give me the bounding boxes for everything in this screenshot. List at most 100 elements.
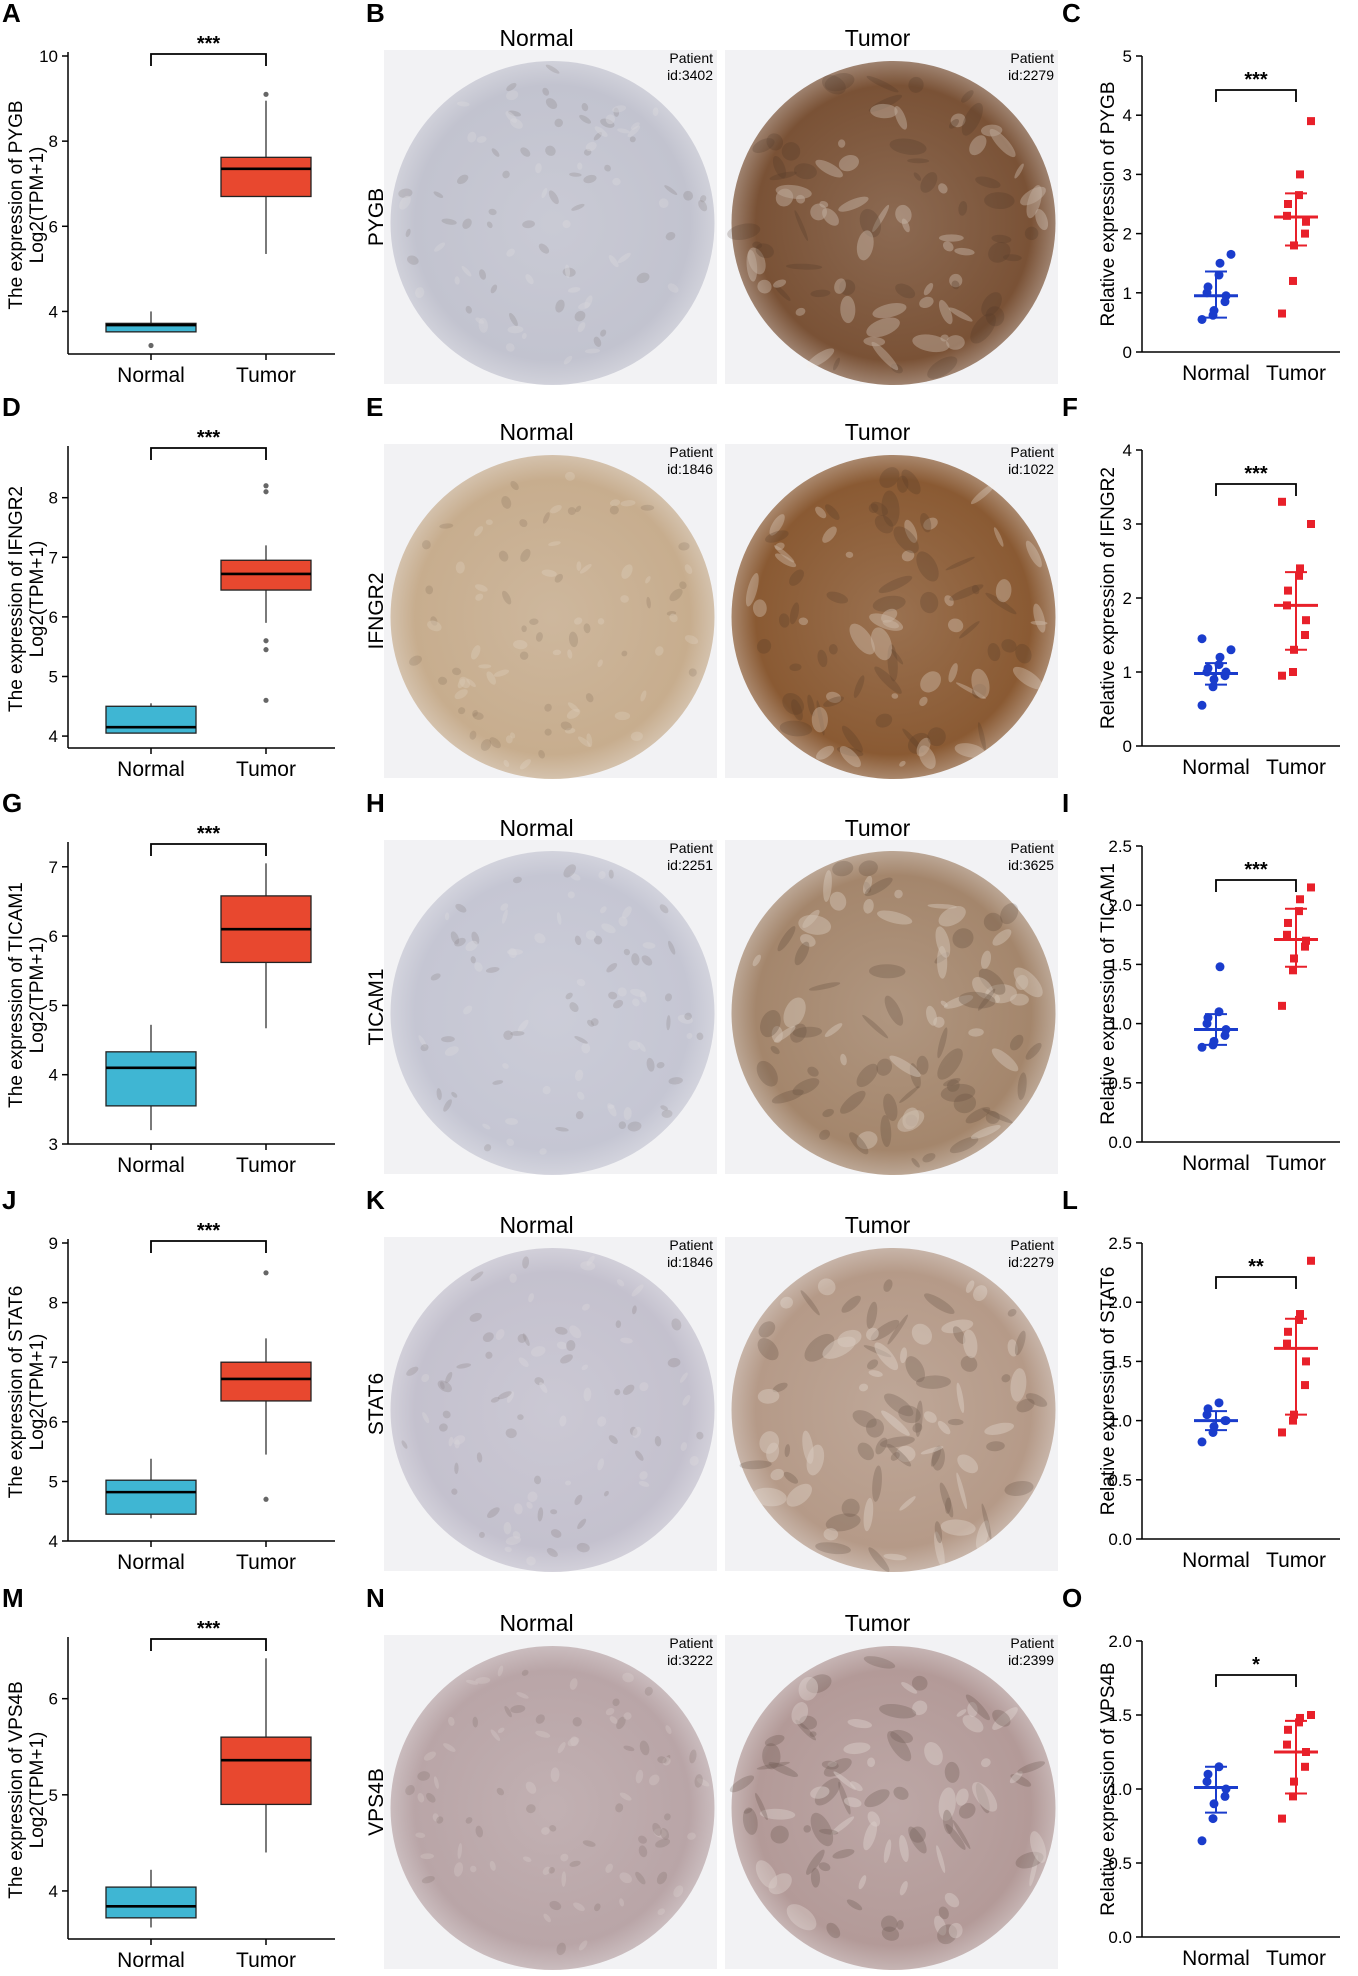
texture-blob	[980, 950, 992, 970]
texture-blob	[584, 295, 593, 309]
texture-blob	[506, 248, 515, 257]
texture-blob	[899, 1086, 920, 1104]
texture-blob	[955, 682, 986, 699]
texture-blob	[815, 506, 827, 519]
texture-blob	[920, 591, 939, 614]
texture-blob	[948, 118, 960, 129]
texture-blob	[550, 1529, 562, 1538]
texture-blob	[1025, 540, 1042, 568]
texture-blob	[949, 273, 963, 288]
texture-blob	[530, 1346, 546, 1357]
texture-blob	[454, 689, 468, 700]
data-point	[1295, 191, 1303, 200]
texture-blob	[545, 64, 560, 74]
texture-blob	[833, 357, 840, 371]
y-tick-label: 9	[49, 1234, 58, 1253]
texture-blob	[632, 998, 640, 1007]
data-point	[1220, 1791, 1230, 1801]
data-point	[1284, 1725, 1292, 1734]
texture-blob	[919, 296, 934, 309]
texture-blob	[437, 676, 448, 685]
texture-blob	[992, 1707, 1018, 1730]
texture-blob	[975, 1782, 990, 1814]
texture-blob	[883, 1093, 898, 1122]
texture-blob	[826, 1922, 841, 1939]
significance-bracket	[150, 1240, 267, 1253]
box-iqr	[105, 705, 197, 734]
texture-blob	[898, 1405, 921, 1424]
texture-blob	[543, 1913, 551, 1923]
texture-blob	[462, 218, 472, 229]
texture-blob	[409, 655, 422, 666]
texture-blob	[630, 731, 643, 741]
data-point	[1289, 1792, 1297, 1801]
data-point	[1296, 895, 1304, 904]
texture-blob	[881, 1926, 900, 1941]
texture-blob	[747, 247, 766, 275]
texture-blob	[406, 1366, 419, 1376]
data-point	[1197, 314, 1207, 324]
data-point	[1278, 309, 1286, 318]
texture-blob	[901, 550, 915, 562]
tissue-core	[731, 851, 1056, 1175]
texture-blob	[803, 1825, 812, 1833]
texture-blob	[405, 1784, 415, 1796]
y-tick-label: 4	[49, 302, 58, 321]
texture-blob	[544, 728, 552, 736]
texture-blob	[560, 1354, 573, 1364]
texture-blob	[908, 76, 924, 93]
texture-blob	[679, 581, 687, 590]
texture-blob	[911, 1323, 933, 1345]
texture-blob	[815, 159, 843, 178]
texture-blob	[856, 230, 874, 261]
y-tick-label: 2.5	[1108, 837, 1132, 856]
x-category-label: Normal	[1182, 362, 1250, 385]
y-tick-label: 1.0	[1108, 1780, 1132, 1799]
texture-blob	[445, 1371, 453, 1384]
significance-label: **	[1248, 1256, 1264, 1278]
row-ifngr2: D The expression of IFNGR2 Log2(TPM+1) 4 5 6 7…	[2, 392, 1340, 781]
texture-blob	[771, 1026, 783, 1043]
texture-blob	[476, 1452, 483, 1463]
texture-blob	[470, 956, 476, 964]
texture-blob	[528, 1293, 534, 1303]
texture-blob	[502, 590, 512, 605]
texture-blob	[841, 1498, 860, 1517]
texture-blob	[453, 1862, 464, 1877]
texture-blob	[1010, 1368, 1027, 1402]
significance-bracket	[1215, 89, 1297, 102]
texture-blob	[1033, 603, 1046, 633]
texture-blob	[430, 616, 438, 626]
ihc-column-label: Normal	[499, 25, 573, 51]
texture-blob	[923, 283, 934, 296]
texture-blob	[564, 727, 576, 734]
texture-blob	[955, 1788, 969, 1806]
panel-letter: E	[366, 392, 383, 422]
texture-blob	[870, 1319, 900, 1341]
texture-blob	[1014, 163, 1024, 179]
texture-blob	[807, 1066, 819, 1077]
texture-blob	[576, 561, 582, 571]
texture-blob	[432, 1813, 439, 1822]
texture-blob	[614, 711, 631, 721]
texture-blob	[618, 1121, 627, 1130]
texture-blob	[899, 1835, 909, 1863]
texture-blob	[545, 98, 558, 110]
texture-blob	[869, 613, 904, 631]
ihc-column-label: Tumor	[845, 419, 911, 445]
y-tick-label: 8	[49, 132, 58, 151]
ihc-panel: HTICAM1NormalPatientid:2251TumorPatienti…	[365, 788, 1058, 1175]
texture-blob	[866, 1327, 879, 1341]
ihc-column-label: Tumor	[845, 815, 911, 841]
texture-blob	[907, 158, 930, 164]
ihc-column-label: Normal	[499, 1610, 573, 1636]
texture-blob	[490, 284, 498, 294]
texture-blob	[582, 1840, 596, 1847]
panel-letter: B	[366, 0, 385, 28]
data-point	[1278, 497, 1286, 506]
texture-blob	[645, 576, 651, 584]
texture-blob	[1013, 967, 1043, 998]
data-point	[1289, 1416, 1297, 1425]
texture-blob	[652, 1822, 662, 1836]
texture-blob	[931, 1445, 945, 1471]
